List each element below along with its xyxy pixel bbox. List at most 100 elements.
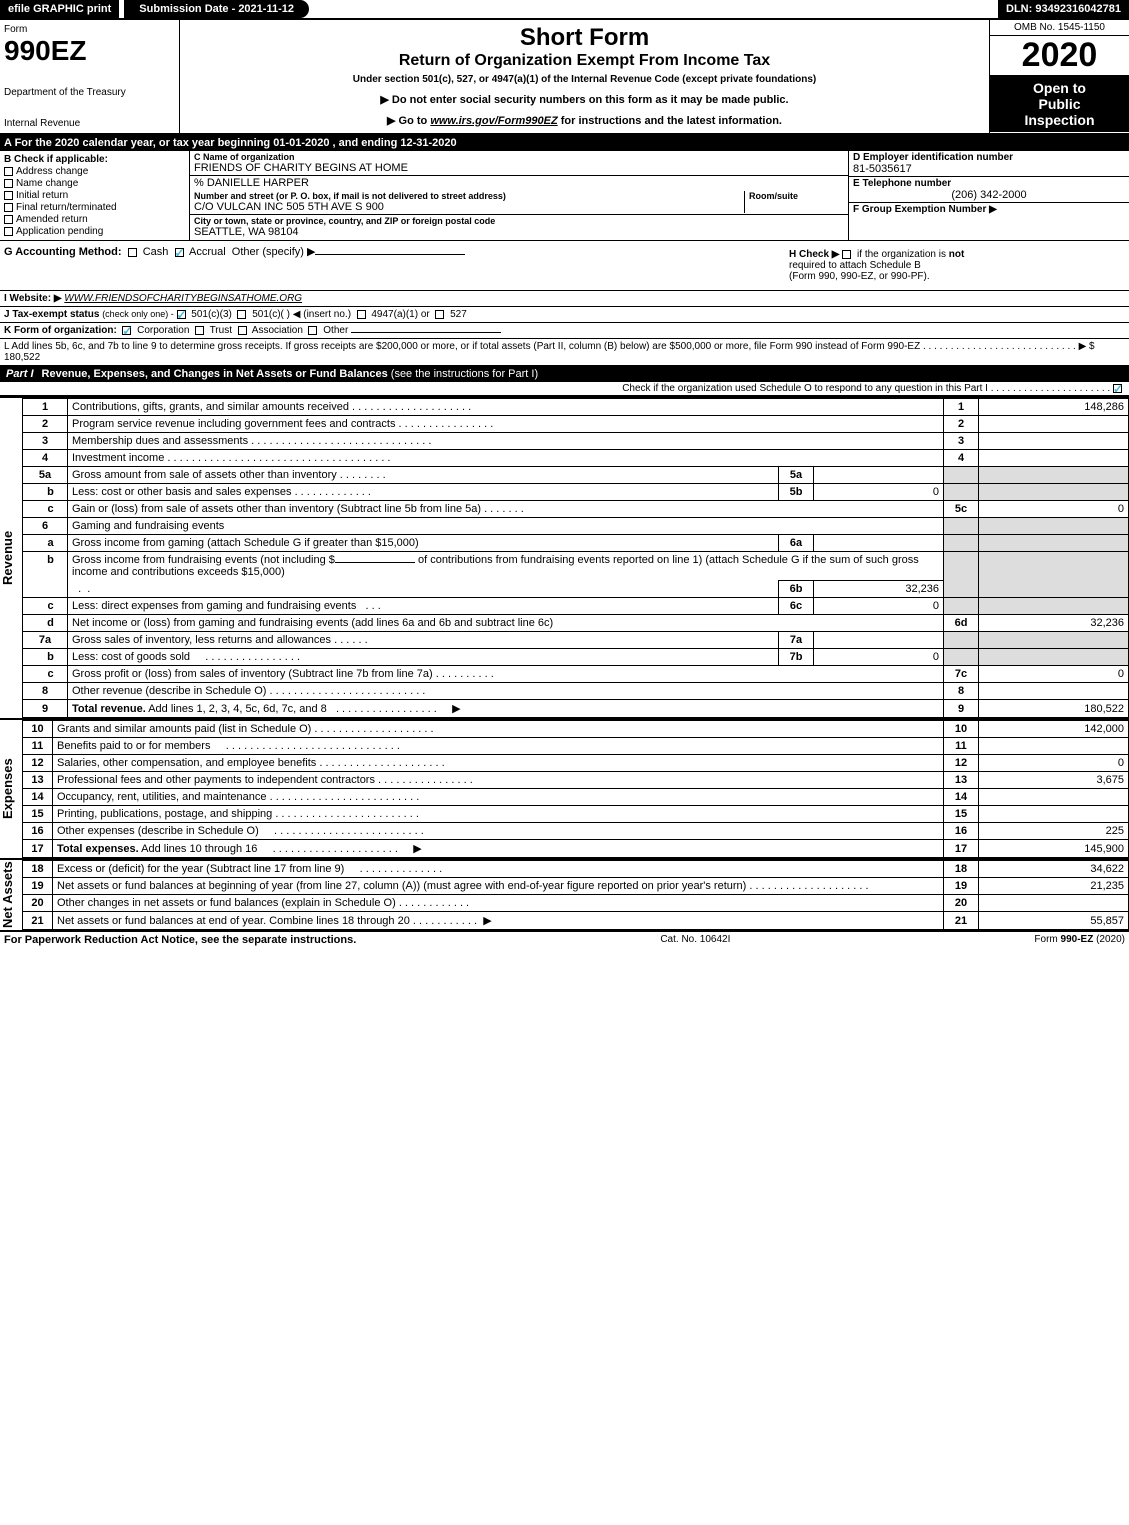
- line-16: 16Other expenses (describe in Schedule O…: [23, 823, 1129, 840]
- checkbox-h[interactable]: [842, 250, 851, 259]
- check-label: Amended return: [16, 214, 88, 225]
- line-num: b: [23, 484, 68, 501]
- line-ref: 1: [944, 399, 979, 416]
- irs-link[interactable]: www.irs.gov/Form990EZ: [430, 115, 557, 127]
- blank: . .: [68, 581, 779, 598]
- checkbox-schedule-o[interactable]: [1113, 384, 1122, 393]
- shaded-cell: [979, 535, 1129, 552]
- line-ref: 21: [944, 912, 979, 930]
- line-ref: 4: [944, 450, 979, 467]
- label-k: K Form of organization:: [4, 325, 117, 336]
- line-desc: Net assets or fund balances at beginning…: [53, 878, 944, 895]
- line-num: 17: [23, 840, 53, 858]
- line-ref: 9: [944, 700, 979, 718]
- checkbox-icon[interactable]: [4, 215, 13, 224]
- line-1: 1Contributions, gifts, grants, and simil…: [23, 399, 1129, 416]
- check-name-change[interactable]: Name change: [4, 178, 185, 189]
- phone-value: (206) 342-2000: [853, 189, 1125, 201]
- box-h: H Check ▶ if the organization is not req…: [785, 245, 1125, 286]
- shaded-cell: [944, 649, 979, 666]
- line-num: 7a: [23, 632, 68, 649]
- city-block: City or town, state or province, country…: [190, 215, 848, 239]
- line-desc: Less: cost or other basis and sales expe…: [68, 484, 779, 501]
- line-amount: [979, 895, 1129, 912]
- check-initial-return[interactable]: Initial return: [4, 190, 185, 201]
- checkbox-icon[interactable]: [4, 191, 13, 200]
- arrow-icon: ▶: [413, 843, 421, 855]
- line-desc: Other expenses (describe in Schedule O) …: [53, 823, 944, 840]
- checkbox-icon[interactable]: [4, 179, 13, 188]
- checkbox-other-org[interactable]: [308, 326, 317, 335]
- line-6b: bGross income from fundraising events (n…: [23, 552, 1129, 581]
- line-desc: Less: direct expenses from gaming and fu…: [68, 598, 779, 615]
- check-final-return[interactable]: Final return/terminated: [4, 202, 185, 213]
- line-amount: 225: [979, 823, 1129, 840]
- check-address-change[interactable]: Address change: [4, 166, 185, 177]
- website-link[interactable]: WWW.FRIENDSOFCHARITYBEGINSATHOME.ORG: [64, 293, 302, 304]
- efile-label[interactable]: efile GRAPHIC print: [0, 0, 119, 18]
- checkbox-corp[interactable]: [122, 326, 131, 335]
- opt-527: 527: [450, 309, 467, 320]
- line-8: 8Other revenue (describe in Schedule O) …: [23, 683, 1129, 700]
- other-specify-line[interactable]: [315, 254, 465, 255]
- label-f: F Group Exemption Number ▶: [853, 204, 1125, 215]
- header-left: Form 990EZ Department of the Treasury In…: [0, 20, 180, 133]
- top-bar: efile GRAPHIC print Submission Date - 20…: [0, 0, 1129, 20]
- line-ref: 16: [944, 823, 979, 840]
- line-amount: [979, 416, 1129, 433]
- checkbox-icon[interactable]: [4, 227, 13, 236]
- line-5b: bLess: cost or other basis and sales exp…: [23, 484, 1129, 501]
- line-num: 1: [23, 399, 68, 416]
- box-b: B Check if applicable: Address change Na…: [0, 151, 190, 240]
- part1-checkline: Check if the organization used Schedule …: [0, 382, 1129, 396]
- other-org-line[interactable]: [351, 332, 501, 333]
- check-label: Initial return: [16, 190, 68, 201]
- inspect-line1: Open to: [990, 80, 1129, 96]
- contrib-underline[interactable]: [335, 562, 415, 563]
- tax-year: 2020: [990, 36, 1129, 76]
- label-i: I Website: ▶: [4, 293, 62, 304]
- checkbox-4947[interactable]: [357, 310, 366, 319]
- opt-other-org: Other: [323, 325, 348, 336]
- opt-501c3: 501(c)(3): [191, 309, 232, 320]
- netassets-table: 18Excess or (deficit) for the year (Subt…: [22, 860, 1129, 930]
- checkbox-501c3[interactable]: [177, 310, 186, 319]
- checkbox-icon[interactable]: [4, 203, 13, 212]
- line-ref: 7c: [944, 666, 979, 683]
- form-prefix: Form: [1034, 934, 1060, 945]
- form-title: Short Form: [184, 24, 985, 52]
- line-num: c: [23, 501, 68, 518]
- label-c: C Name of organization: [194, 152, 844, 162]
- line-num: b: [23, 649, 68, 666]
- checkbox-accrual[interactable]: [175, 248, 184, 257]
- info-grid: B Check if applicable: Address change Na…: [0, 151, 1129, 241]
- line-6d: dNet income or (loss) from gaming and fu…: [23, 615, 1129, 632]
- omb-number: OMB No. 1545-1150: [990, 20, 1129, 36]
- check-application-pending[interactable]: Application pending: [4, 226, 185, 237]
- line-ref: 18: [944, 861, 979, 878]
- revenue-label: Revenue: [0, 398, 22, 718]
- check-label: Final return/terminated: [16, 202, 117, 213]
- group-exemption-block: F Group Exemption Number ▶: [849, 203, 1129, 216]
- line-ref: 11: [944, 738, 979, 755]
- line-amount: 0: [979, 666, 1129, 683]
- accrual-label: Accrual: [189, 246, 226, 258]
- checkbox-icon[interactable]: [4, 167, 13, 176]
- checkbox-assoc[interactable]: [238, 326, 247, 335]
- shaded-cell: [979, 632, 1129, 649]
- line-desc: Gross amount from sale of assets other t…: [68, 467, 779, 484]
- checkbox-trust[interactable]: [195, 326, 204, 335]
- part1-instr: (see the instructions for Part I): [391, 368, 538, 380]
- check-amended-return[interactable]: Amended return: [4, 214, 185, 225]
- line-18: 18Excess or (deficit) for the year (Subt…: [23, 861, 1129, 878]
- line-num: 3: [23, 433, 68, 450]
- line-5c: cGain or (loss) from sale of assets othe…: [23, 501, 1129, 518]
- shaded-cell: [944, 518, 979, 535]
- checkbox-501c[interactable]: [237, 310, 246, 319]
- netassets-label: Net Assets: [0, 860, 22, 930]
- label-g: G Accounting Method:: [4, 246, 122, 258]
- checkbox-cash[interactable]: [128, 248, 137, 257]
- checkbox-527[interactable]: [435, 310, 444, 319]
- shaded-cell: [979, 552, 1129, 598]
- line-desc: Gross profit or (loss) from sales of inv…: [68, 666, 944, 683]
